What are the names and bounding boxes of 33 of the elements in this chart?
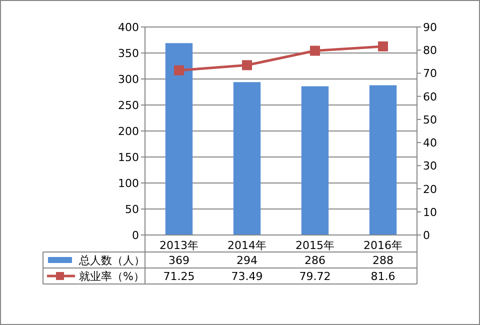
y-tick-label: 400 (118, 21, 139, 34)
data-label: 288 (372, 254, 394, 267)
legend-label: 总人数（人） (78, 254, 145, 267)
x-tick-label: 2016年 (364, 239, 402, 252)
data-label: 286 (304, 254, 326, 267)
x-tick-label: 2014年 (228, 239, 266, 252)
y-tick-label: 0 (132, 229, 139, 242)
y2-tick-label: 90 (423, 21, 437, 34)
y2-tick-label: 0 (423, 229, 430, 242)
y-tick-label: 250 (118, 99, 139, 112)
y2-tick-label: 80 (423, 44, 437, 58)
data-label: 71.25 (163, 270, 195, 283)
y2-tick-label: 10 (423, 206, 437, 219)
y2-tick-label: 40 (423, 136, 437, 150)
y2-tick-label: 20 (423, 182, 437, 196)
y-tick-label: 300 (118, 73, 139, 86)
x-tick-label: 2015年 (296, 239, 334, 252)
y-tick-label: 50 (125, 203, 139, 216)
y2-tick-label: 70 (423, 67, 437, 80)
data-label: 73.49 (231, 270, 263, 283)
x-tick-label: 2013年 (160, 239, 198, 252)
y-tick-label: 100 (118, 177, 139, 190)
y-tick-label: 150 (118, 151, 139, 164)
y2-tick-label: 30 (423, 160, 437, 173)
y-tick-label: 200 (118, 125, 139, 138)
y2-tick-label: 50 (423, 113, 437, 126)
data-label: 294 (236, 254, 258, 267)
data-label: 369 (168, 254, 190, 267)
legend-label: 就业率（%） (79, 270, 144, 283)
y-tick-label: 350 (118, 47, 139, 60)
data-label: 81.6 (370, 270, 396, 283)
data-label: 79.72 (299, 270, 331, 283)
y2-tick-label: 60 (423, 90, 437, 104)
